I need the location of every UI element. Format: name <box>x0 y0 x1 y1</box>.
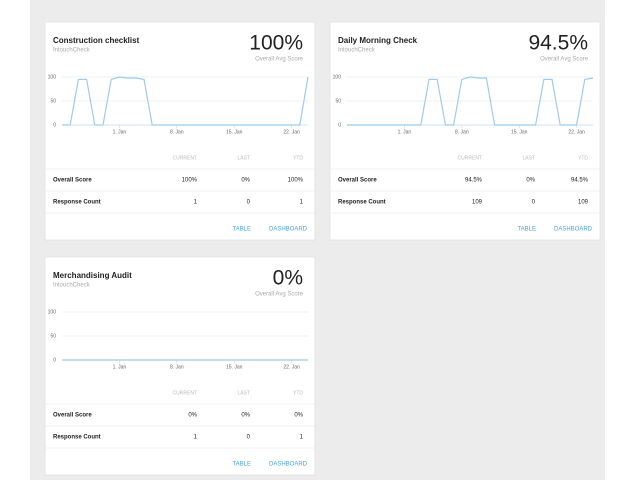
row-label: Overall Score <box>338 178 377 184</box>
y-tick-label: 0 <box>338 122 341 128</box>
card <box>44 21 316 241</box>
cell: 1 <box>300 435 304 441</box>
y-tick-label: 100 <box>48 74 57 80</box>
cell: 0 <box>247 435 251 441</box>
score-label: Overall Avg Score <box>540 57 589 63</box>
row-label: Overall Score <box>53 413 92 419</box>
x-tick-label: 8. Jan <box>455 129 469 135</box>
cell: 109 <box>472 200 483 206</box>
row-label: Response Count <box>53 435 101 441</box>
cell: 109 <box>578 200 589 206</box>
y-tick-label: 50 <box>335 98 341 104</box>
y-tick-label: 100 <box>333 74 342 80</box>
cell: 0 <box>532 200 536 206</box>
action-button[interactable]: DASHBOARD <box>269 462 308 468</box>
score: 94.5% <box>528 32 588 55</box>
card-subtitle: IntouchCheck <box>53 283 91 289</box>
card-subtitle: IntouchCheck <box>338 48 376 54</box>
action-button[interactable]: DASHBOARD <box>554 227 593 233</box>
action-button[interactable]: TABLE <box>517 227 536 233</box>
action-button[interactable]: TABLE <box>232 462 251 468</box>
x-tick-label: 8. Jan <box>170 129 184 135</box>
score: 100% <box>249 32 303 55</box>
action-button[interactable]: DASHBOARD <box>269 227 308 233</box>
column-header: YTD <box>293 155 303 161</box>
cell: 0 <box>247 200 251 206</box>
cell: 0% <box>241 413 250 419</box>
column-header: CURRENT <box>173 390 197 396</box>
x-tick-label: 15. Jan <box>226 364 243 370</box>
score-label: Overall Avg Score <box>255 57 304 63</box>
column-header: YTD <box>578 155 588 161</box>
x-tick-label: 1. Jan <box>113 129 127 135</box>
action-button[interactable]: TABLE <box>232 227 251 233</box>
cell: 100% <box>288 178 304 184</box>
cell: 0% <box>241 178 250 184</box>
column-header: LAST <box>237 155 250 161</box>
cell: 94.5% <box>465 178 483 184</box>
x-tick-label: 22. Jan <box>568 129 585 135</box>
cell: 100% <box>182 178 198 184</box>
card-title: Daily Morning Check <box>338 36 418 45</box>
row-label: Response Count <box>53 200 101 206</box>
cell: 1 <box>300 200 304 206</box>
column-header: LAST <box>522 155 535 161</box>
x-tick-label: 8. Jan <box>170 364 184 370</box>
column-header: LAST <box>237 390 250 396</box>
card-title: Construction checklist <box>53 36 140 45</box>
x-tick-label: 1. Jan <box>398 129 412 135</box>
column-header: YTD <box>293 390 303 396</box>
score-label: Overall Avg Score <box>255 292 304 298</box>
x-tick-label: 15. Jan <box>511 129 528 135</box>
cell: 1 <box>194 435 198 441</box>
x-tick-label: 22. Jan <box>283 364 300 370</box>
row-label: Response Count <box>338 200 386 206</box>
cell: 0% <box>188 413 197 419</box>
cell: 0% <box>294 413 303 419</box>
card-title: Merchandising Audit <box>53 271 132 280</box>
row-label: Overall Score <box>53 178 92 184</box>
line-series <box>62 76 309 126</box>
cell: 94.5% <box>571 178 589 184</box>
cell: 0% <box>526 178 535 184</box>
x-tick-label: 15. Jan <box>226 129 243 135</box>
card <box>44 256 316 476</box>
y-tick-label: 100 <box>48 309 57 315</box>
column-header: CURRENT <box>173 155 197 161</box>
cell: 1 <box>194 200 198 206</box>
y-tick-label: 50 <box>50 98 56 104</box>
y-tick-label: 50 <box>50 333 56 339</box>
card-subtitle: IntouchCheck <box>53 48 91 54</box>
card <box>329 21 601 241</box>
x-tick-label: 1. Jan <box>113 364 127 370</box>
y-tick-label: 0 <box>53 122 56 128</box>
column-header: CURRENT <box>458 155 482 161</box>
score: 0% <box>273 267 303 290</box>
x-tick-label: 22. Jan <box>283 129 300 135</box>
line-series <box>347 76 594 126</box>
y-tick-label: 0 <box>53 357 56 363</box>
